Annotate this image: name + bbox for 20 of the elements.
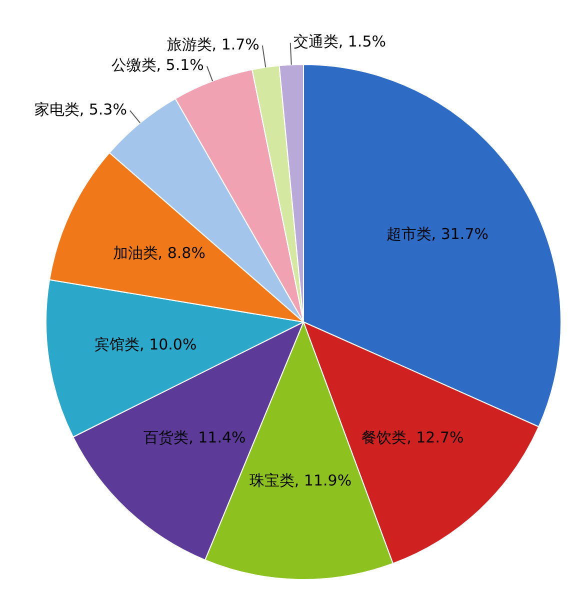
data-label: , 8.8%	[158, 244, 206, 262]
data-label: , 31.7%	[431, 224, 488, 243]
data-label: , 1.7%	[212, 35, 260, 54]
slice-label: 珠宝类	[249, 472, 294, 490]
slice-label: 餐饮类	[362, 428, 407, 446]
slice-label: 旅游类	[166, 35, 212, 54]
data-label: , 10.0%	[140, 336, 197, 354]
data-label: , 1.5%	[338, 32, 386, 51]
slice-label: 超市类	[386, 224, 432, 243]
slice-label: 公缴类	[111, 56, 156, 74]
data-label: , 11.9%	[294, 472, 352, 490]
data-label: , 11.4%	[188, 428, 246, 447]
slice-label: 宾馆类	[94, 336, 140, 354]
slice-label: 交通类	[293, 32, 338, 51]
data-label: , 5.1%	[156, 56, 204, 74]
data-label: , 12.7%	[406, 428, 464, 446]
slice-label: 家电类	[34, 100, 80, 118]
slice-label: 百货类	[144, 428, 189, 447]
slice-label: 加油类	[112, 244, 158, 262]
data-label: , 5.3%	[79, 100, 127, 118]
